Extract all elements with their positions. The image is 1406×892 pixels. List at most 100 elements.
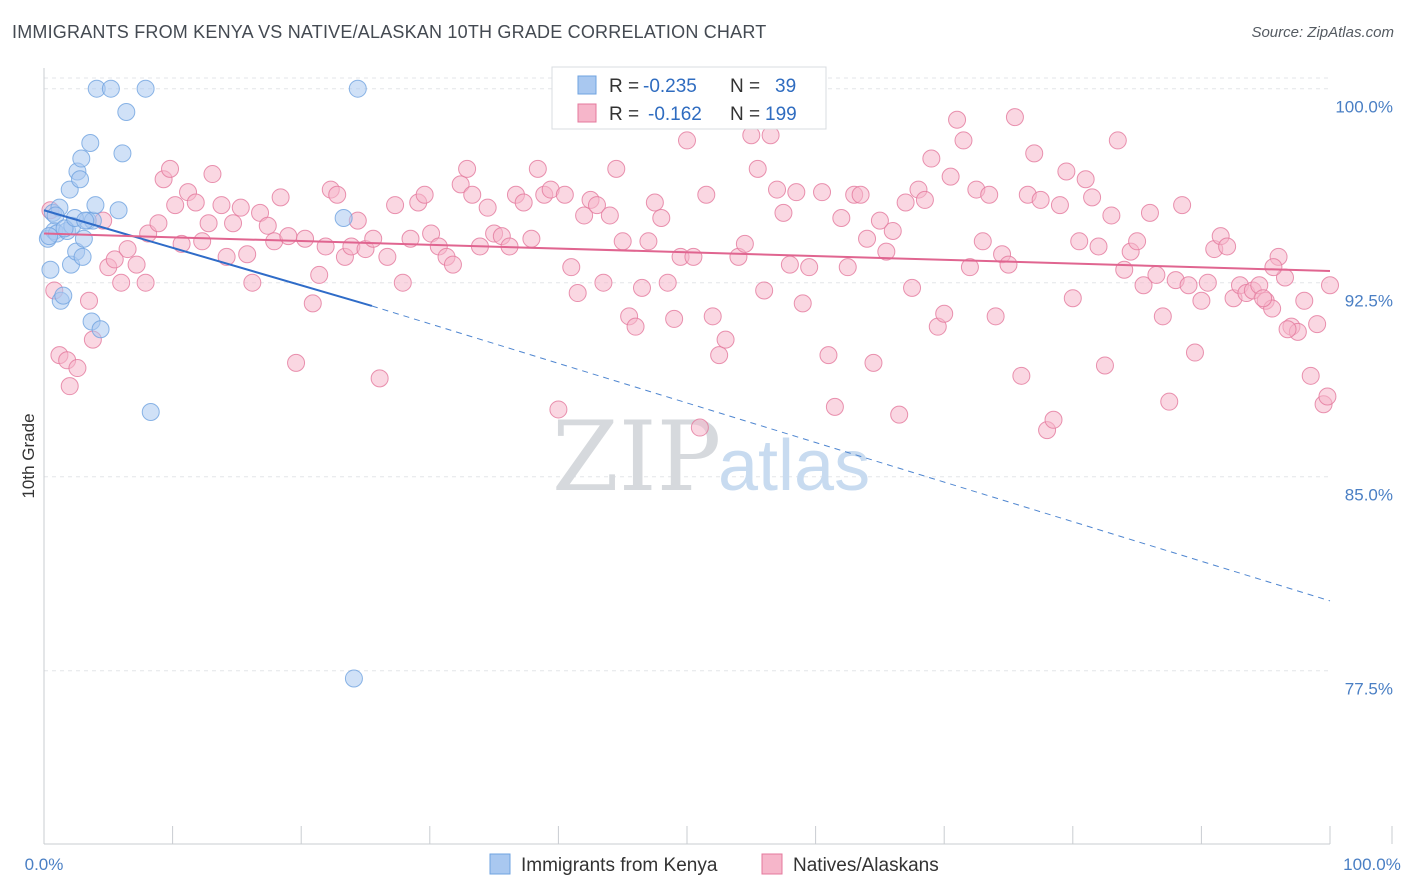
natives-point: [587, 196, 606, 215]
legend-n-label-natives: N =: [730, 104, 760, 125]
natives-point: [838, 258, 857, 277]
natives-point: [774, 203, 793, 222]
natives-point: [310, 265, 329, 284]
natives-point: [393, 273, 412, 292]
kenya-point: [334, 209, 353, 228]
natives-point: [1128, 232, 1147, 251]
natives-point: [1102, 206, 1121, 225]
natives-point: [149, 214, 168, 233]
natives-point: [1083, 188, 1102, 207]
stats-legend-box: [551, 66, 827, 130]
natives-point: [458, 159, 477, 178]
legend-r-value-natives: -0.162: [648, 104, 702, 125]
kenya-point: [344, 669, 363, 688]
natives-point: [825, 397, 844, 416]
natives-point: [522, 229, 541, 248]
natives-point: [568, 284, 587, 303]
natives-point: [60, 377, 79, 396]
natives-point: [203, 165, 222, 184]
natives-point: [1264, 258, 1283, 277]
natives-point: [549, 400, 568, 419]
kenya-trend-line: [43, 209, 373, 307]
natives-point: [514, 193, 533, 212]
legend-swatch-kenya: [577, 75, 597, 95]
natives-point: [980, 185, 999, 204]
natives-point: [1321, 276, 1339, 295]
natives-point: [999, 255, 1018, 274]
natives-point: [716, 330, 735, 349]
natives-point: [684, 247, 703, 266]
natives-point: [632, 278, 651, 297]
natives-point: [658, 273, 677, 292]
natives-point: [832, 209, 851, 228]
kenya-point: [40, 227, 59, 246]
natives-point: [231, 198, 250, 217]
kenya-point: [81, 134, 100, 153]
kenya-point: [91, 320, 110, 339]
natives-point: [1185, 343, 1204, 362]
natives-point: [80, 291, 99, 310]
kenya-trend-extension: [371, 305, 1331, 602]
y-axis-title: 10th Grade: [19, 413, 38, 498]
natives-point: [864, 353, 883, 372]
natives-point: [1218, 237, 1237, 256]
y-tick-label: 92.5%: [1345, 292, 1393, 311]
kenya-point: [101, 79, 120, 98]
watermark-atlas: atlas: [718, 426, 870, 506]
natives-point: [639, 232, 658, 251]
y-tick-label: 100.0%: [1335, 98, 1393, 117]
natives-point: [690, 418, 709, 437]
natives-point: [370, 369, 389, 388]
natives-point: [973, 232, 992, 251]
y-tick-label: 85.0%: [1345, 486, 1393, 505]
natives-point: [748, 159, 767, 178]
natives-point: [1254, 289, 1273, 308]
natives-point: [478, 198, 497, 217]
natives-point: [1198, 273, 1217, 292]
natives-point: [1147, 265, 1166, 284]
natives-point: [665, 309, 684, 328]
natives-point: [819, 346, 838, 365]
natives-point: [112, 273, 131, 292]
natives-point: [935, 304, 954, 323]
natives-point: [890, 405, 909, 424]
natives-point: [118, 240, 137, 259]
natives-point: [768, 180, 787, 199]
natives-point: [238, 245, 257, 264]
natives-point: [296, 229, 315, 248]
series-legend: Immigrants from Kenya Natives/Alaskans: [489, 853, 939, 876]
natives-point: [161, 159, 180, 178]
natives-point: [1115, 260, 1134, 279]
natives-point: [697, 185, 716, 204]
natives-point: [279, 227, 298, 246]
gridlines: [44, 77, 1330, 672]
natives-point: [1278, 320, 1297, 339]
natives-point: [986, 307, 1005, 326]
natives-point: [415, 185, 434, 204]
legend-n-value-natives: 199: [765, 104, 797, 125]
legend-r-label-natives: R =: [609, 104, 639, 125]
trend-lines: [43, 209, 1331, 602]
natives-point: [1160, 392, 1179, 411]
natives-point: [626, 317, 645, 336]
natives-point: [193, 232, 212, 251]
series-legend-swatch-natives: [761, 853, 783, 875]
natives-point: [328, 185, 347, 204]
natives-point: [1153, 307, 1172, 326]
natives-point: [451, 175, 470, 194]
natives-point: [703, 307, 722, 326]
natives-point: [793, 294, 812, 313]
natives-point: [1179, 276, 1198, 295]
natives-point: [613, 232, 632, 251]
natives-point: [243, 273, 262, 292]
kenya-point: [141, 403, 160, 422]
natives-point: [217, 247, 236, 266]
kenya-points: [38, 79, 367, 688]
natives-point: [1005, 108, 1024, 127]
natives-point: [386, 196, 405, 215]
natives-point: [922, 149, 941, 168]
kenya-point: [41, 260, 60, 279]
kenya-point: [348, 79, 367, 98]
kenya-point: [73, 247, 92, 266]
x-tick-label-max: 100.0%: [1343, 855, 1401, 874]
